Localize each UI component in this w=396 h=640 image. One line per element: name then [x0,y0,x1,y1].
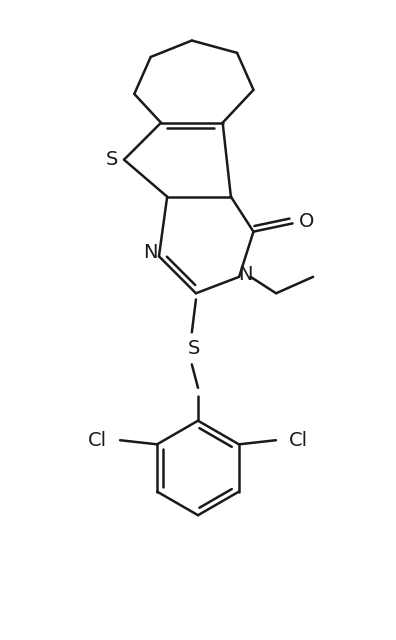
Text: Cl: Cl [289,431,308,450]
Text: N: N [143,243,158,262]
Text: N: N [238,266,253,284]
Text: S: S [188,339,200,358]
Text: Cl: Cl [88,431,107,450]
Text: O: O [299,212,314,231]
Text: S: S [105,150,118,169]
